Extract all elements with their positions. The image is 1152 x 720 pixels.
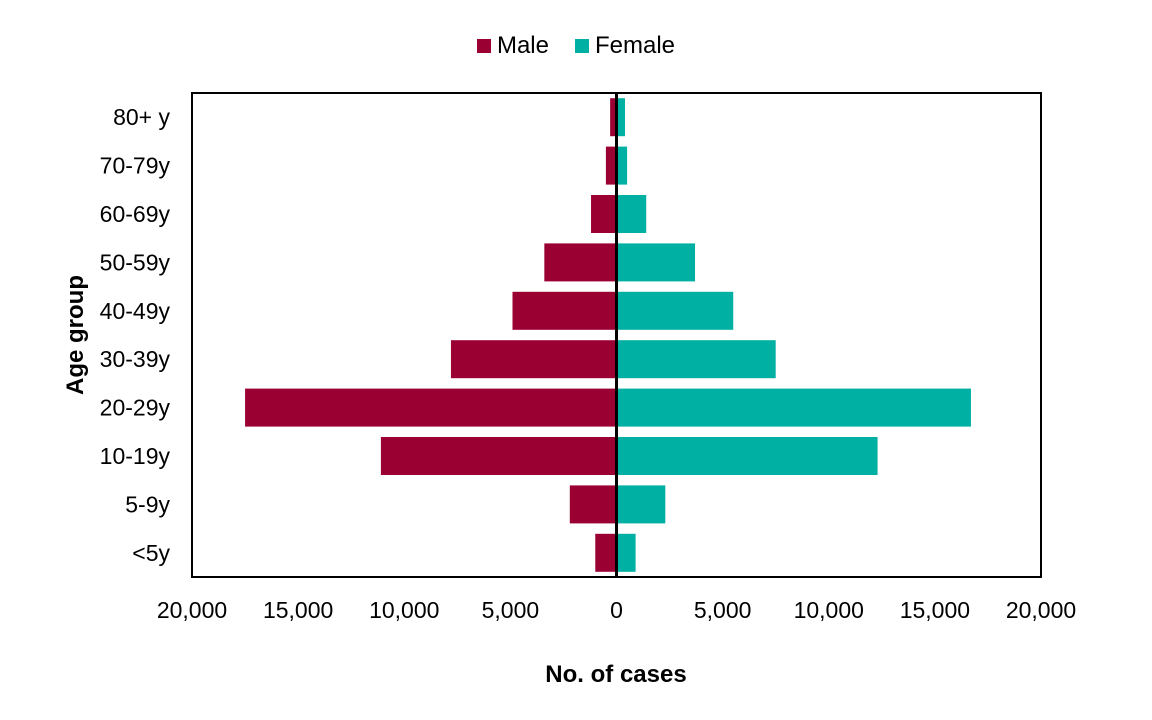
x-tick-label: 20,000 — [1006, 597, 1076, 623]
x-tick-labels: 20,000 15,000 10,000 5,000 0 5,000 10,000 15,00… — [157, 597, 1076, 623]
legend-swatch-female — [575, 39, 589, 53]
legend-label-male: Male — [496, 32, 549, 59]
bar-male-10-19y — [380, 437, 617, 475]
x-tick-label: 20,000 — [157, 597, 227, 623]
y-tick-label: 20-29y — [100, 395, 171, 421]
y-tick-label: 10-19y — [100, 443, 171, 469]
bar-female-50-59y — [616, 243, 696, 282]
x-tick-label: 15,000 — [900, 597, 970, 623]
bar-female-80-y — [616, 98, 625, 137]
legend-swatch-male — [476, 39, 491, 53]
bar-male-70-79y — [605, 146, 617, 185]
legend-label-female: Female — [595, 32, 676, 59]
y-tick-label: 80+ y — [113, 104, 170, 130]
bar-female-60-69y — [616, 195, 647, 233]
bar-male-60-69y — [591, 195, 617, 233]
bar-female-20-29y — [616, 388, 971, 427]
x-axis-title: No. of cases — [545, 661, 686, 688]
bar-female-5-9y — [616, 485, 666, 524]
x-tick-label: 10,000 — [794, 597, 864, 623]
x-tick-label: 5,000 — [482, 597, 540, 623]
bar-male-30-39y — [450, 340, 617, 379]
bar-male-80-y — [610, 98, 617, 137]
bar-female-40-49y — [616, 291, 734, 330]
x-tick-label: 10,000 — [369, 597, 439, 623]
bar-female--5y — [616, 533, 636, 572]
y-tick-label: 50-59y — [100, 249, 171, 275]
bar-male-50-59y — [544, 243, 617, 282]
bar-male-40-49y — [512, 291, 617, 330]
y-axis-title: Age group — [62, 275, 89, 395]
y-tick-labels: <5y 5-9y 10-19y 20-29y 30-39y 40-49y 50-59y 60-… — [100, 104, 171, 566]
legend-item-male: Male — [476, 32, 549, 60]
x-tick-label: 0 — [610, 597, 623, 623]
bar-male--5y — [595, 533, 617, 572]
x-tick-label: 15,000 — [263, 597, 333, 623]
bar-female-10-19y — [616, 437, 878, 475]
bar-female-30-39y — [616, 340, 776, 379]
y-tick-label: 40-49y — [100, 298, 171, 324]
x-tick-label: 5,000 — [694, 597, 752, 623]
y-tick-label: 30-39y — [100, 346, 171, 372]
legend-item-female: Female — [575, 32, 675, 60]
y-tick-label: 70-79y — [100, 153, 171, 179]
chart-legend: Male Female — [0, 30, 1152, 62]
y-tick-label: <5y — [132, 540, 170, 566]
y-tick-label: 60-69y — [100, 201, 171, 227]
bar-male-5-9y — [569, 485, 617, 524]
y-tick-label: 5-9y — [125, 491, 170, 517]
bar-male-20-29y — [245, 388, 617, 427]
bar-female-70-79y — [616, 146, 628, 185]
bars-group — [245, 98, 971, 572]
